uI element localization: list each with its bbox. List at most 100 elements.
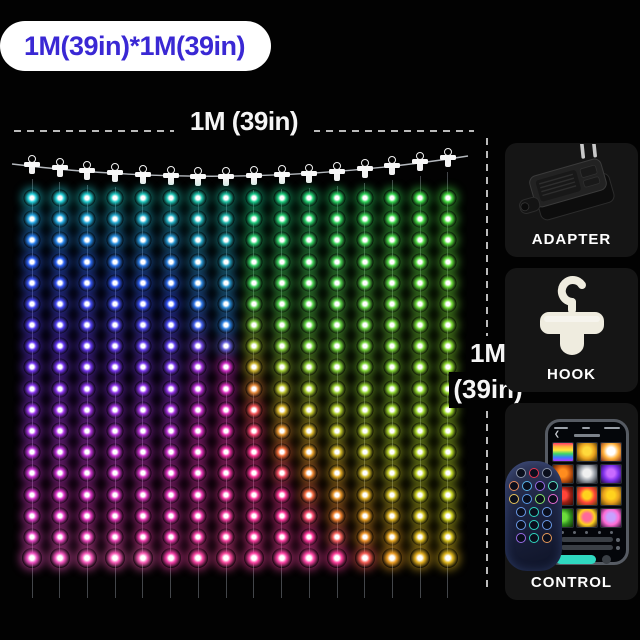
curtain-clip (300, 163, 318, 184)
led-light (328, 210, 346, 228)
led-light (439, 295, 457, 313)
led-light (23, 380, 41, 398)
led-light (134, 486, 152, 504)
led-light (162, 274, 180, 292)
led-light (217, 507, 235, 525)
back-arrow-icon: ❮ (554, 431, 560, 438)
led-light (106, 380, 124, 398)
remote-button (515, 520, 526, 530)
led-light (300, 464, 318, 482)
led-light (411, 358, 429, 376)
led-light (162, 486, 180, 504)
led-light (189, 253, 207, 271)
curtain-clip (328, 161, 346, 182)
led-light (162, 358, 180, 376)
led-light (245, 274, 263, 292)
led-light (245, 528, 263, 546)
led-light (217, 253, 235, 271)
curtain-clip (411, 152, 429, 172)
led-light (23, 231, 41, 249)
led-light (411, 464, 429, 482)
led-light (51, 486, 69, 504)
effect-tile-lucky-cat (600, 442, 622, 462)
led-light (77, 548, 98, 569)
led-light (134, 231, 152, 249)
led-light (300, 422, 318, 440)
remote-control (505, 461, 562, 571)
led-light (188, 548, 209, 569)
led-light (51, 401, 69, 419)
led-light (300, 486, 318, 504)
hook-label: HOOK (547, 366, 596, 383)
led-light (106, 337, 124, 355)
remote-button (522, 494, 532, 504)
led-light (134, 210, 152, 228)
led-light (162, 528, 180, 546)
led-light (300, 401, 318, 419)
led-light (78, 253, 96, 271)
remote-button (535, 494, 545, 504)
led-light (328, 443, 346, 461)
led-light (383, 253, 401, 271)
led-light (439, 253, 457, 271)
led-light (106, 210, 124, 228)
led-light (356, 337, 374, 355)
led-light (356, 401, 374, 419)
led-light (23, 295, 41, 313)
led-light (383, 401, 401, 419)
led-light (328, 486, 346, 504)
led-light (189, 358, 207, 376)
led-light (300, 507, 318, 525)
led-light (78, 210, 96, 228)
led-light (383, 358, 401, 376)
led-light (245, 380, 263, 398)
remote-button (548, 481, 558, 491)
led-light (162, 443, 180, 461)
led-light (245, 231, 263, 249)
led-light (217, 231, 235, 249)
led-light (327, 548, 348, 569)
led-light (106, 507, 124, 525)
led-light (411, 231, 429, 249)
curtain-clip (356, 159, 374, 179)
led-light (411, 443, 429, 461)
led-light (217, 316, 235, 334)
remote-button (528, 533, 539, 543)
led-light (245, 189, 263, 207)
led-light (383, 210, 401, 228)
effect-tile-purple-burst (600, 464, 622, 484)
led-light (189, 274, 207, 292)
led-light (245, 422, 263, 440)
string-wire (419, 176, 421, 598)
led-light (328, 380, 346, 398)
led-light (189, 210, 207, 228)
led-light (23, 274, 41, 292)
led-light (189, 337, 207, 355)
led-light (106, 231, 124, 249)
led-light (51, 253, 69, 271)
led-light (383, 528, 401, 546)
remote-button (528, 520, 539, 530)
led-light (51, 295, 69, 313)
led-light (106, 358, 124, 376)
led-light (189, 316, 207, 334)
led-light (273, 358, 291, 376)
led-light (328, 274, 346, 292)
led-light (23, 443, 41, 461)
curtain-clip (189, 166, 207, 187)
led-light (439, 443, 457, 461)
led-light (328, 422, 346, 440)
led-light (189, 443, 207, 461)
led-light (162, 231, 180, 249)
remote-button (528, 468, 539, 478)
curtain-clip (51, 158, 69, 178)
led-light (189, 380, 207, 398)
led-light (356, 253, 374, 271)
led-light (245, 337, 263, 355)
led-light (273, 528, 291, 546)
led-light (328, 528, 346, 546)
led-light (273, 253, 291, 271)
led-light (383, 422, 401, 440)
phone-toolbar (556, 531, 618, 534)
